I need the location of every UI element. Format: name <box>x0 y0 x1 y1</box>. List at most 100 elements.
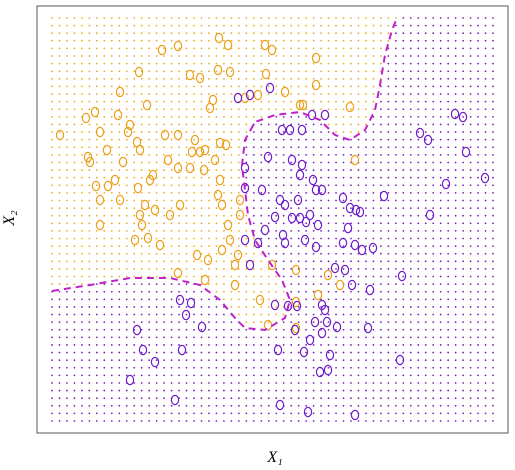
grid-dot <box>80 39 83 42</box>
grid-dot <box>484 176 487 179</box>
grid-dot <box>379 275 382 278</box>
data-point <box>323 364 333 376</box>
grid-dot <box>365 222 367 225</box>
grid-dot <box>275 222 278 225</box>
grid-dot <box>432 93 435 95</box>
grid-dot <box>297 321 300 324</box>
grid-dot <box>492 366 494 369</box>
grid-dot <box>305 222 308 225</box>
grid-dot <box>200 191 203 194</box>
grid-dot <box>133 268 136 270</box>
grid-dot <box>88 359 91 362</box>
grid-dot <box>462 77 465 80</box>
grid-dot <box>252 275 255 278</box>
grid-dot <box>327 389 330 392</box>
grid-dot <box>394 344 397 346</box>
grid-dot <box>230 115 233 118</box>
grid-dot <box>245 17 248 19</box>
grid-dot <box>237 374 240 377</box>
grid-dot <box>409 207 412 209</box>
grid-dot <box>462 420 465 422</box>
grid-dot <box>387 252 390 255</box>
data-point <box>253 89 263 101</box>
grid-dot <box>387 382 390 384</box>
grid-dot <box>402 344 405 346</box>
data-point <box>292 300 302 312</box>
grid-dot <box>439 275 442 278</box>
grid-dot <box>140 404 143 407</box>
grid-dot <box>155 290 158 293</box>
grid-dot <box>282 191 285 194</box>
grid-dot <box>58 404 61 407</box>
grid-dot <box>103 374 106 377</box>
grid-dot <box>394 214 397 217</box>
grid-dot <box>312 169 315 171</box>
grid-dot <box>223 153 225 156</box>
grid-dot <box>469 412 472 415</box>
grid-dot <box>66 39 68 42</box>
grid-dot <box>51 245 53 248</box>
grid-dot <box>193 131 195 133</box>
grid-dot <box>379 100 382 103</box>
grid-dot <box>230 24 233 27</box>
grid-dot <box>424 344 427 346</box>
grid-dot <box>223 321 225 324</box>
grid-dot <box>439 39 442 42</box>
grid-dot <box>342 199 345 202</box>
grid-dot <box>432 321 435 324</box>
grid-dot <box>125 93 128 95</box>
grid-dot <box>155 298 158 301</box>
grid-dot <box>454 93 457 95</box>
grid-dot <box>379 336 382 339</box>
grid-dot <box>66 70 68 73</box>
grid-dot <box>387 108 390 111</box>
grid-dot <box>252 146 255 149</box>
grid-dot <box>492 77 494 80</box>
grid-dot <box>230 230 233 232</box>
grid-dot <box>110 100 113 103</box>
grid-dot <box>469 397 472 400</box>
grid-dot <box>155 17 158 19</box>
grid-dot <box>275 55 278 57</box>
grid-dot <box>417 32 420 35</box>
grid-dot <box>424 207 427 209</box>
grid-dot <box>342 47 345 50</box>
grid-dot <box>335 123 337 126</box>
grid-dot <box>58 351 61 354</box>
grid-dot <box>103 47 106 50</box>
grid-dot <box>80 207 83 209</box>
data-point <box>173 162 183 174</box>
data-point <box>225 234 235 246</box>
grid-dot <box>230 389 233 392</box>
data-point <box>115 194 125 206</box>
grid-dot <box>312 207 315 209</box>
grid-dot <box>372 24 375 27</box>
grid-dot <box>163 420 166 422</box>
grid-dot <box>118 39 121 42</box>
grid-dot <box>80 290 83 293</box>
grid-dot <box>394 260 397 263</box>
grid-dot <box>215 344 218 346</box>
grid-dot <box>178 252 180 255</box>
grid-dot <box>170 283 173 286</box>
grid-dot <box>95 93 98 95</box>
grid-dot <box>215 260 218 263</box>
grid-dot <box>215 321 218 324</box>
grid-dot <box>387 207 390 209</box>
grid-dot <box>252 85 255 88</box>
grid-dot <box>282 93 285 95</box>
grid-dot <box>260 374 263 377</box>
grid-dot <box>275 123 278 126</box>
grid-dot <box>208 382 210 384</box>
grid-dot <box>379 397 382 400</box>
grid-dot <box>125 313 128 316</box>
grid-dot <box>387 161 390 164</box>
grid-dot <box>215 24 218 27</box>
grid-dot <box>342 131 345 133</box>
grid-dot <box>215 222 218 225</box>
data-point <box>379 190 389 202</box>
grid-dot <box>350 199 352 202</box>
grid-dot <box>88 344 91 346</box>
data-point <box>118 156 128 168</box>
